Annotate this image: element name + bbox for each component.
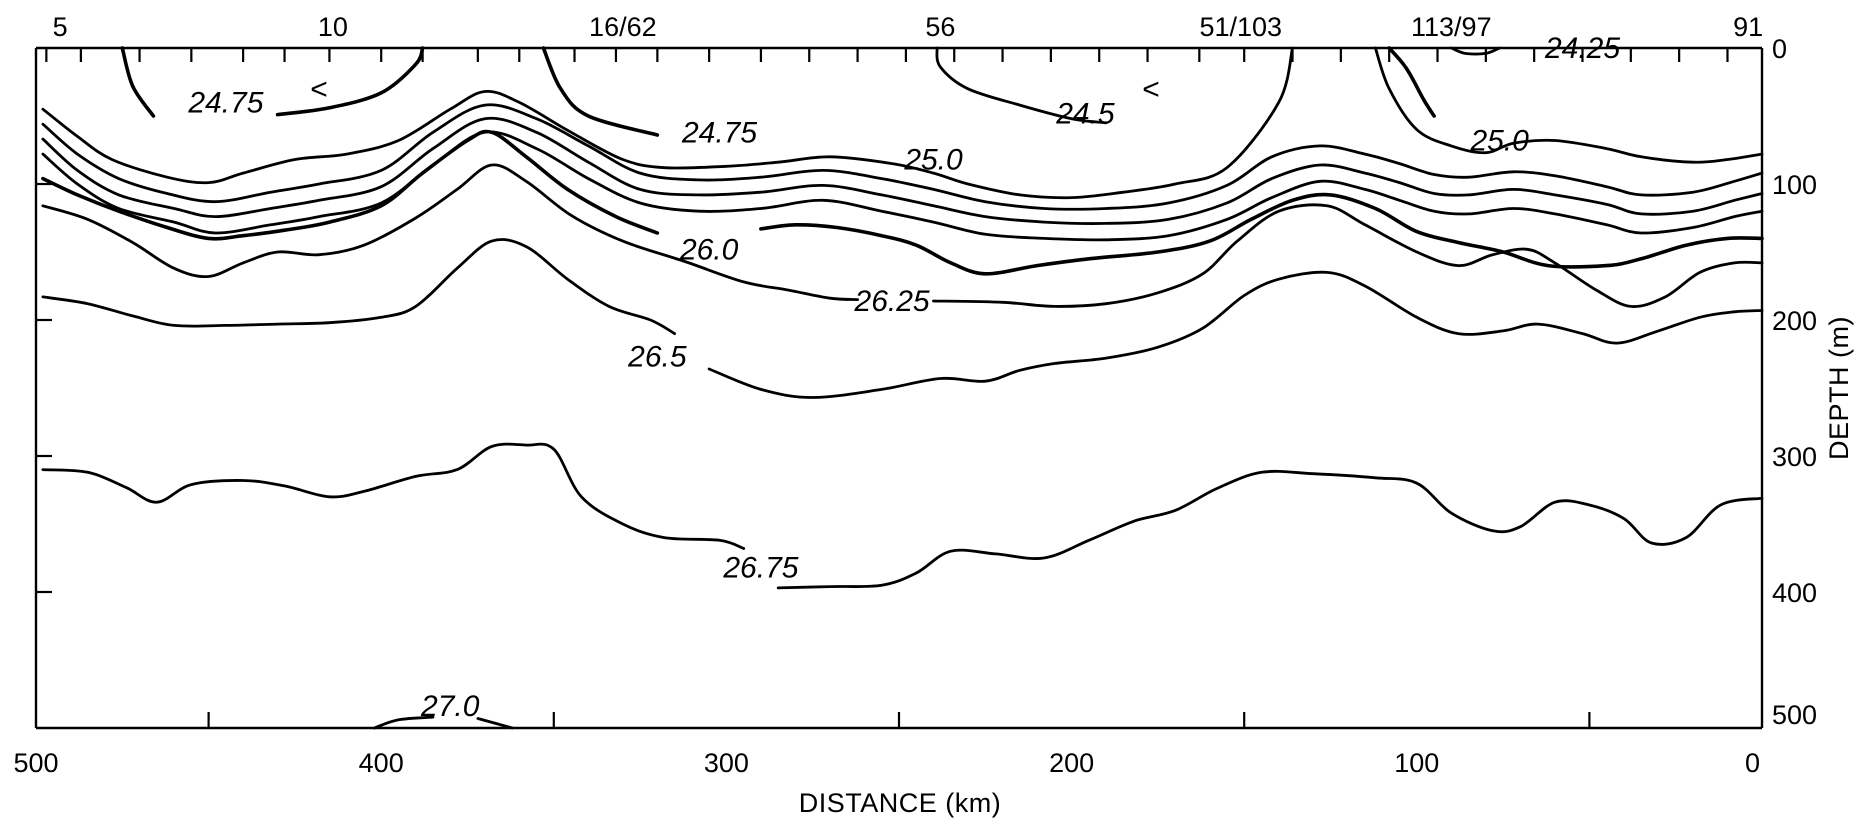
contour-24.25	[1449, 46, 1501, 56]
contour-25.25	[41, 103, 1764, 211]
contour-24.75-west-b	[275, 46, 425, 117]
contour-26.75	[41, 442, 746, 550]
y-tick-labels: 0 100 200 300 400 500	[1772, 34, 1817, 730]
contour-labels: 24.75 24.75 25.0 24.5 25.0 24.25 26.0 26.25 26.5…	[187, 32, 1620, 723]
contour-label-5: 24.25	[1544, 32, 1620, 65]
contour-label-3: 24.5	[1055, 97, 1115, 130]
station-label-4: 51/103	[1199, 12, 1282, 42]
contour-26.0	[41, 129, 660, 241]
contour-24.75-middle	[541, 46, 660, 137]
contour-label-10: 27.0	[420, 690, 480, 723]
y-tick-label-300: 300	[1772, 442, 1817, 472]
x-tick-label-400: 400	[359, 748, 404, 778]
x-tick-label-300: 300	[704, 748, 749, 778]
x-tick-label-0: 0	[1745, 748, 1760, 778]
contour-26.5-east	[707, 270, 1764, 399]
contour-25.0-east	[1374, 46, 1764, 164]
y-tick-label-200: 200	[1772, 306, 1817, 336]
contour-26.5	[41, 238, 676, 335]
station-label-6: 91	[1733, 12, 1763, 42]
contour-label-9: 26.75	[722, 552, 798, 585]
x-tick-label-500: 500	[13, 748, 58, 778]
contour-label-6: 26.0	[679, 233, 739, 266]
contour-24.5	[935, 46, 1108, 125]
station-markers: < <	[310, 73, 1159, 106]
contour-label-7: 26.25	[854, 285, 930, 318]
station-label-5: 113/97	[1411, 12, 1492, 42]
x-axis-title: DISTANCE (km)	[799, 788, 1002, 818]
contour-27.0-b	[476, 717, 514, 730]
station-label-2: 16/62	[589, 12, 657, 42]
marker-1: <	[1142, 73, 1160, 106]
contour-25.5	[41, 116, 1764, 225]
contour-label-4: 25.0	[1469, 124, 1529, 157]
left-depth-ticks	[36, 182, 52, 594]
y-tick-label-0: 0	[1772, 34, 1787, 64]
station-labels: 5 10 16/62 56 51/103 113/97 91	[53, 12, 1764, 42]
x-tick-label-200: 200	[1049, 748, 1094, 778]
contour-27.0	[372, 715, 435, 730]
plot-frame	[34, 46, 1764, 730]
contour-26.75-east	[776, 469, 1764, 590]
bottom-minor-ticks	[207, 712, 1591, 728]
station-label-0: 5	[53, 12, 68, 42]
contour-label-2: 25.0	[903, 144, 963, 177]
contour-label-8: 26.5	[627, 341, 687, 374]
x-tick-labels: 500 400 300 200 100 0	[13, 748, 1760, 778]
y-tick-label-100: 100	[1772, 170, 1817, 200]
contour-26.25-east	[932, 203, 1764, 308]
marker-0: <	[310, 73, 328, 106]
x-tick-label-100: 100	[1394, 748, 1439, 778]
contour-label-1: 24.75	[681, 116, 757, 149]
isopycnal-contours	[41, 46, 1764, 730]
contour-26.25	[41, 163, 859, 301]
station-label-3: 56	[925, 12, 955, 42]
contour-label-0: 24.75	[187, 86, 263, 119]
contour-26.0-east	[759, 192, 1764, 276]
y-tick-label-400: 400	[1772, 578, 1817, 608]
contour-24.75-west	[120, 46, 156, 118]
contour-25.0	[41, 46, 1294, 200]
y-tick-label-500: 500	[1772, 700, 1817, 730]
y-axis-title: DEPTH (m)	[1824, 316, 1854, 460]
station-label-1: 10	[318, 12, 348, 42]
contour-25.75	[41, 130, 1764, 242]
contour-24.75-east	[1387, 46, 1436, 118]
